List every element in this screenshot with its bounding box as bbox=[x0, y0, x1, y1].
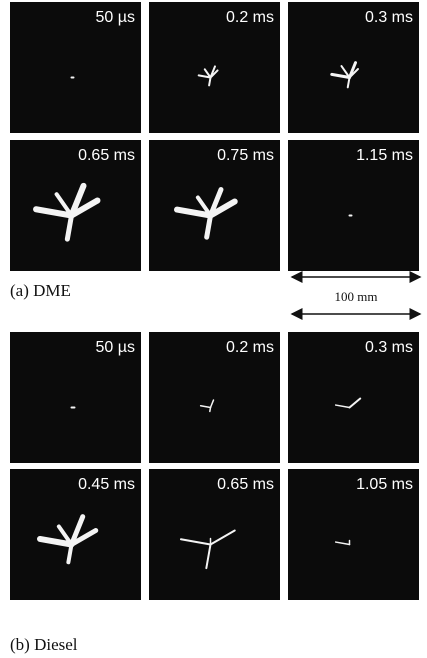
panel-caption: (b) Diesel bbox=[10, 635, 78, 654]
figure: 100 mm 50 µs 0.2 ms 0.3 ms 0.65 ms 0.75 ms 1.… bbox=[0, 0, 427, 658]
frame-label: 50 µs bbox=[96, 339, 135, 356]
frame-label: 50 µs bbox=[96, 9, 135, 26]
frame-label: 1.15 ms bbox=[356, 147, 413, 164]
frame-label: 0.45 ms bbox=[78, 476, 135, 493]
frame-label: 0.2 ms bbox=[226, 9, 274, 26]
frame-label: 0.3 ms bbox=[365, 339, 413, 356]
spray-plume bbox=[209, 78, 210, 86]
spray-plume bbox=[210, 408, 211, 412]
panel-caption: (a) DME bbox=[10, 281, 71, 300]
frame-label: 0.75 ms bbox=[217, 147, 274, 164]
frame-label: 0.65 ms bbox=[217, 476, 274, 493]
frame-label: 0.2 ms bbox=[226, 339, 274, 356]
scale-label: 100 mm bbox=[335, 289, 378, 304]
frame-label: 1.05 ms bbox=[356, 476, 413, 493]
frame-label: 0.3 ms bbox=[365, 9, 413, 26]
frame-label: 0.65 ms bbox=[78, 147, 135, 164]
